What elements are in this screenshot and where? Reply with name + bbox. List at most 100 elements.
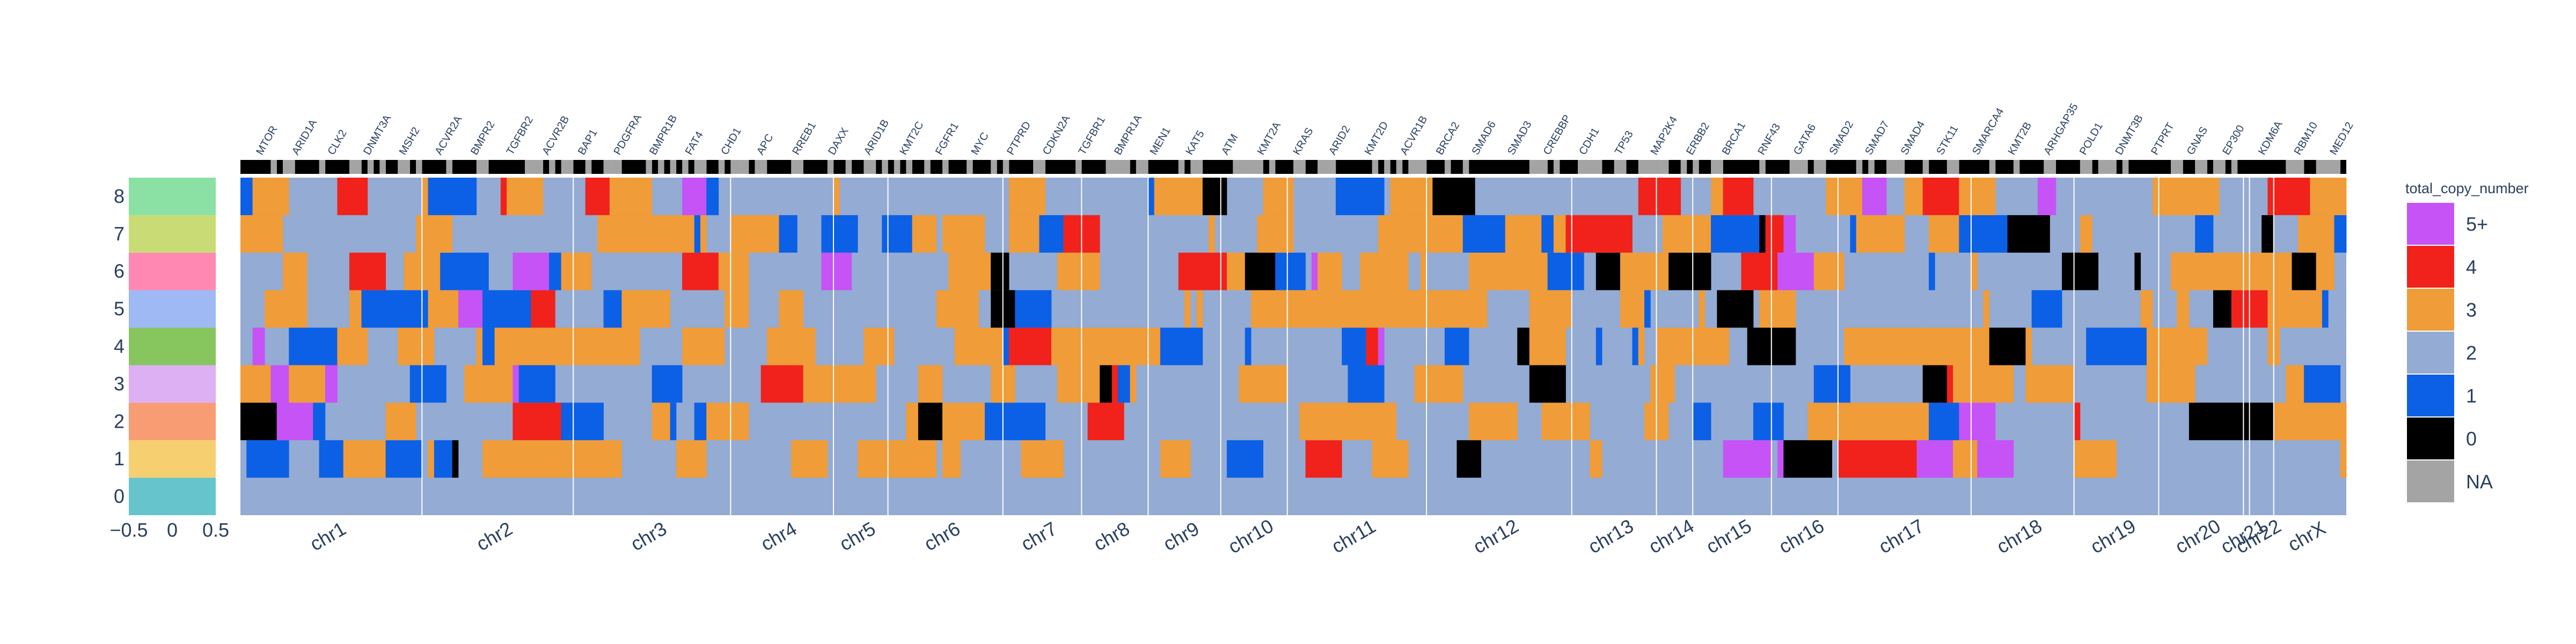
heatmap-cell — [591, 440, 622, 478]
heatmap-cell — [2334, 215, 2347, 253]
chromosome-label: chr18 — [1993, 515, 2045, 558]
gene-label: BMPR1A — [1112, 113, 1145, 157]
gene-track-cell — [1136, 160, 1143, 174]
heatmap-cell — [1348, 365, 1385, 403]
heatmap-cell — [875, 440, 906, 478]
heatmap-cell — [1342, 327, 1366, 365]
gene-track-cell — [416, 160, 422, 174]
heatmap-cell — [1033, 402, 1046, 441]
heatmap-cell — [434, 440, 453, 478]
heatmap-cell — [1027, 178, 1046, 215]
chromosome-label: chr3 — [627, 517, 670, 555]
gene-track-cell — [2286, 160, 2292, 174]
gene-track-cell — [1529, 160, 1536, 174]
heatmap-cell — [416, 215, 453, 253]
heatmap-cell — [803, 365, 828, 403]
heatmap-cell — [688, 440, 707, 478]
heatmap-cell — [349, 252, 386, 290]
heatmap-cell — [2134, 252, 2141, 290]
heatmap-cell — [1226, 252, 1246, 290]
gene-track-cell — [2086, 160, 2092, 174]
gene-label: EP300 — [2220, 123, 2246, 157]
heatmap-cell — [2153, 178, 2183, 215]
gene-track-cell — [2122, 160, 2129, 174]
gene-track-cell — [2201, 160, 2207, 174]
heatmap-cell — [1765, 215, 1784, 253]
heatmap-cell — [1111, 365, 1118, 403]
gene-track-cell — [1535, 160, 1542, 174]
heatmap-cell — [1977, 440, 2014, 478]
gene-track-cell — [379, 160, 386, 174]
gene-track-cell — [2080, 160, 2087, 174]
chromosome-labels: chr1 chr2 chr3 chr4 chr5 chr6 chr7 chr8 chr9 chr1… — [306, 515, 2329, 558]
gene-label: MSH2 — [397, 125, 422, 157]
heatmap-cell — [972, 215, 985, 253]
heatmap-cell — [1807, 402, 1857, 441]
heatmap-cell — [2086, 440, 2117, 478]
heatmap-cell — [1777, 252, 1814, 290]
gene-track-cell — [1868, 160, 1875, 174]
heatmap-cell — [513, 402, 562, 441]
legend-label: 4 — [2466, 256, 2477, 278]
heatmap-cell — [882, 215, 913, 253]
heatmap-cell — [2219, 252, 2232, 290]
gene-track-cell — [2050, 160, 2057, 174]
heatmap-cell — [428, 440, 435, 478]
heatmap-cell — [2171, 252, 2220, 290]
heatmap-cell — [1021, 440, 1064, 478]
gene-track-cell — [1886, 160, 1893, 174]
heatmap-cell — [385, 402, 411, 441]
heatmap-cell — [1009, 365, 1015, 403]
heatmap-cell — [1953, 440, 1978, 478]
heatmap-cell — [1251, 290, 1294, 328]
gene-track-cell — [1711, 160, 1717, 174]
gene-label: DAXX — [826, 126, 851, 157]
heatmap-cell — [906, 402, 919, 441]
gene-track-cell — [2297, 160, 2304, 174]
gene-track-cell — [2334, 160, 2341, 174]
heatmap-cell — [670, 402, 677, 441]
heatmap-cell — [409, 365, 447, 403]
heatmap-cell — [749, 215, 779, 253]
heatmap-cell — [1753, 402, 1784, 441]
gene-track-cell — [906, 160, 912, 174]
heatmap-cell — [1650, 365, 1675, 403]
heatmap-cell — [1160, 440, 1191, 478]
heatmap-cell — [1813, 365, 1850, 403]
gene-track-cell — [1414, 160, 1421, 174]
gene-track-cell — [1638, 160, 1645, 174]
heatmap-cell — [422, 178, 428, 215]
gene-track-cell — [282, 160, 289, 174]
heatmap-cell — [561, 402, 604, 441]
heatmap-cell — [1414, 365, 1463, 403]
heatmap-cell — [464, 365, 513, 403]
gene-track-cell — [1795, 160, 1802, 174]
gene-track-cell — [1384, 160, 1391, 174]
heatmap-cell — [1529, 365, 1566, 403]
legend-swatch — [2407, 246, 2454, 288]
heatmap-cell — [1353, 402, 1397, 441]
gene-label: TP53 — [1613, 129, 1636, 157]
heatmap-cell — [2316, 252, 2334, 290]
heatmap-cell — [531, 290, 555, 328]
heatmap-cell — [1989, 327, 2026, 365]
gene-track-cell — [567, 160, 574, 174]
heatmap-cell — [1783, 440, 1832, 478]
heatmap-cell — [289, 327, 338, 365]
gene-track-cell — [1989, 160, 1996, 174]
gene-label: ERBB2 — [1684, 121, 1712, 157]
heatmap-cell — [2195, 215, 2214, 253]
heatmap-cell — [652, 402, 670, 441]
heatmap-cell — [1444, 290, 1463, 328]
heatmap-cell — [1318, 252, 1342, 290]
heatmap-cell — [603, 327, 640, 365]
heatmap-cell — [1723, 178, 1754, 215]
heatmap-cell — [2297, 215, 2334, 253]
gene-track-cell — [924, 160, 931, 174]
heatmap-cell — [1178, 252, 1227, 290]
gene-track-cell — [1693, 160, 1699, 174]
heatmap-cell — [289, 365, 326, 403]
heatmap-cell — [609, 178, 653, 215]
gene-track-cell — [531, 160, 537, 174]
